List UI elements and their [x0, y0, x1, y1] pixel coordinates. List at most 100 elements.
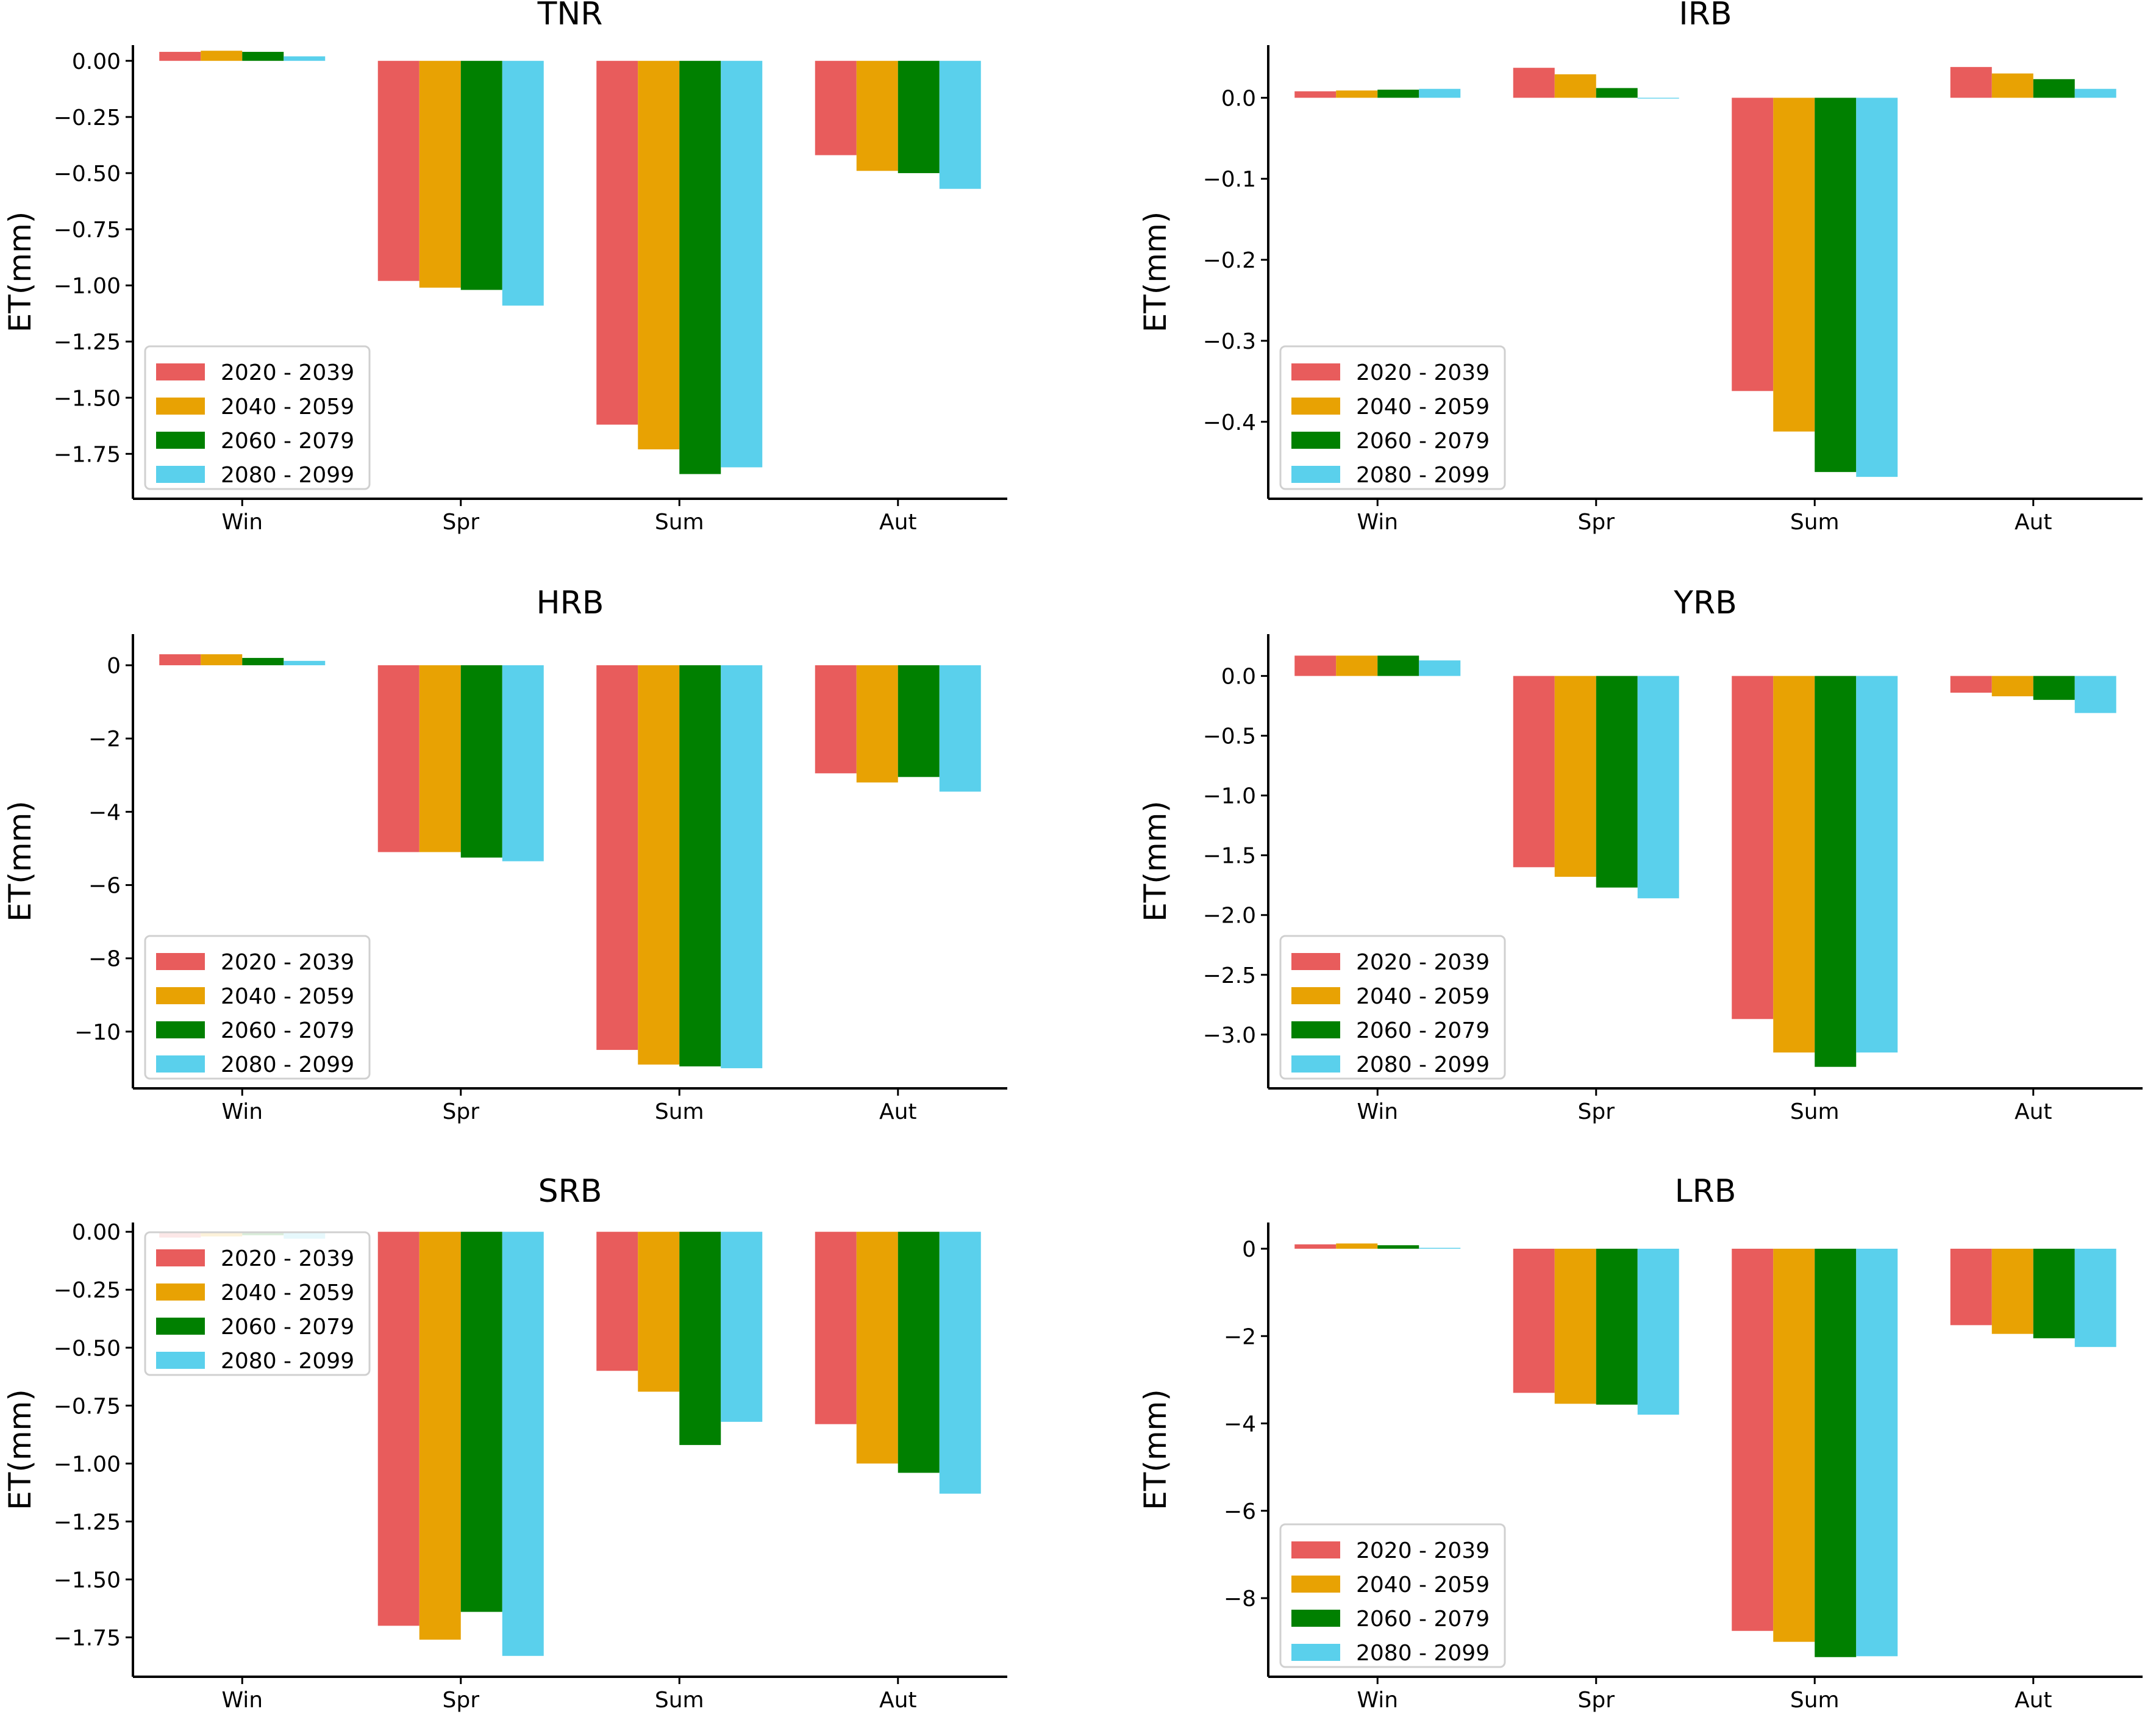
- legend-swatch: [1291, 1644, 1340, 1661]
- legend-entry-label: 2040 - 2059: [221, 984, 354, 1009]
- x-tick-label-aut: Aut: [2015, 1099, 2052, 1124]
- legend: 2020 - 2039 2040 - 2059 2060 - 2079 2080 - …: [144, 345, 371, 490]
- bar-aut-2020-2039: [1950, 1248, 1992, 1326]
- y-tick-label: −0.75: [54, 1394, 121, 1419]
- bar-spr-2060-2079: [1596, 676, 1638, 888]
- bar-win-2020-2039: [159, 52, 201, 61]
- legend: 2020 - 2039 2040 - 2059 2060 - 2079 2080 - …: [144, 935, 371, 1080]
- y-tick-label: −1.5: [1203, 844, 1256, 869]
- bar-win-2060-2079: [1377, 655, 1419, 676]
- panel-srb: SRB ET(mm) 0.00 −0.25 −0.50 −0.75 −1.00 −1.25 −1…: [2, 1173, 1007, 1713]
- x-tick-label-aut: Aut: [879, 510, 917, 535]
- bar-sum-2080-2099: [721, 665, 763, 1068]
- bar-sum-2040-2059: [638, 1232, 680, 1392]
- legend-swatch: [1291, 466, 1340, 483]
- legend-entry-label: 2080 - 2099: [1356, 463, 1490, 488]
- x-tick-label-aut: Aut: [879, 1688, 917, 1713]
- bar-aut-2060-2079: [898, 60, 940, 173]
- bar-win-2020-2039: [1294, 91, 1337, 98]
- legend-swatch: [1291, 1541, 1340, 1558]
- bar-spr-2080-2099: [1637, 676, 1679, 899]
- chart-title: TNR: [537, 0, 603, 32]
- legend-swatch: [1291, 398, 1340, 415]
- legend-swatch: [1291, 363, 1340, 380]
- bar-spr-2060-2079: [1596, 88, 1638, 98]
- legend-box: [144, 345, 371, 490]
- bar-sum-2060-2079: [679, 60, 721, 474]
- bar-aut-2040-2059: [1991, 73, 2033, 98]
- y-tick-label: −0.50: [54, 1336, 121, 1361]
- legend-entry-label: 2020 - 2039: [221, 1246, 354, 1271]
- bar-sum-2080-2099: [721, 60, 763, 468]
- bar-win-2060-2079: [1377, 1245, 1419, 1249]
- y-tick-label: 0: [1242, 1237, 1256, 1262]
- bar-sum-2060-2079: [679, 1232, 721, 1445]
- legend-swatch: [1291, 1021, 1340, 1038]
- bar-spr-2040-2059: [419, 665, 461, 852]
- legend-box: [144, 935, 371, 1080]
- y-tick-label: −1.00: [54, 1452, 121, 1477]
- legend-entry-label: 2060 - 2079: [221, 1315, 354, 1340]
- x-tick-label-win: Win: [1357, 510, 1398, 535]
- y-tick-label: −6: [88, 874, 121, 899]
- legend: 2020 - 2039 2040 - 2059 2060 - 2079 2080 - …: [1279, 345, 1506, 490]
- bar-win-2020-2039: [1294, 1244, 1337, 1249]
- bar-spr-2040-2059: [419, 1232, 461, 1640]
- y-tick-label: −3.0: [1203, 1023, 1256, 1048]
- y-tick-label: −2.5: [1203, 963, 1256, 988]
- bar-win-2060-2079: [1377, 90, 1419, 98]
- y-tick-label: −0.5: [1203, 724, 1256, 749]
- bar-spr-2060-2079: [460, 1232, 502, 1612]
- chart-title: YRB: [1673, 585, 1737, 621]
- legend-swatch: [156, 1283, 205, 1301]
- bar-win-2060-2079: [242, 658, 284, 666]
- y-axis-label: ET(mm): [2, 801, 38, 922]
- y-tick-label: −2: [1224, 1324, 1256, 1349]
- y-axis-label: ET(mm): [2, 212, 38, 333]
- x-tick-label-spr: Spr: [1577, 1099, 1615, 1124]
- y-tick-label: −0.2: [1203, 248, 1256, 273]
- legend-entry-label: 2040 - 2059: [221, 394, 354, 419]
- bar-sum-2020-2039: [596, 1232, 638, 1371]
- bar-aut-2080-2099: [2074, 676, 2116, 713]
- bar-spr-2040-2059: [1554, 1248, 1596, 1404]
- legend-entry-label: 2040 - 2059: [1356, 1572, 1490, 1597]
- bar-aut-2060-2079: [2033, 1248, 2075, 1338]
- bar-sum-2020-2039: [1732, 98, 1774, 391]
- legend-swatch: [156, 1249, 205, 1266]
- y-axis-label: ET(mm): [2, 1389, 38, 1510]
- x-tick-label-aut: Aut: [879, 1099, 917, 1124]
- y-tick-label: −1.50: [54, 1568, 121, 1593]
- y-tick-label: −2.0: [1203, 904, 1256, 929]
- panel-hrb: HRB ET(mm) 0 −2 −4 −6 −8 −10 Win Spr Sum Aut 2020 - …: [2, 585, 1007, 1124]
- bar-spr-2060-2079: [460, 60, 502, 290]
- y-tick-label: −1.00: [54, 274, 121, 299]
- y-axis-label: ET(mm): [1138, 212, 1173, 333]
- legend-swatch: [1291, 987, 1340, 1004]
- bar-spr-2020-2039: [377, 665, 419, 852]
- bar-aut-2040-2059: [856, 665, 898, 783]
- legend-swatch: [1291, 432, 1340, 449]
- panel-irb: IRB ET(mm) 0.0 −0.1 −0.2 −0.3 −0.4 Win Spr Sum Aut…: [1138, 0, 2143, 535]
- legend-entry-label: 2020 - 2039: [1356, 360, 1490, 385]
- bar-aut-2060-2079: [2033, 676, 2075, 700]
- y-tick-label: −1.25: [54, 330, 121, 355]
- x-tick-label-win: Win: [221, 510, 263, 535]
- y-tick-label: −1.75: [54, 1626, 121, 1651]
- x-tick-label-aut: Aut: [2015, 1688, 2052, 1713]
- bar-spr-2020-2039: [1513, 1248, 1555, 1393]
- bar-win-2080-2099: [1419, 1248, 1461, 1249]
- bar-sum-2020-2039: [1732, 1248, 1774, 1631]
- panel-yrb: YRB ET(mm) 0.0 −0.5 −1.0 −1.5 −2.0 −2.5 −3.0 Win S…: [1138, 585, 2143, 1124]
- bar-win-2040-2059: [1336, 655, 1378, 676]
- panel-lrb: LRB ET(mm) 0 −2 −4 −6 −8 Win Spr Sum Aut 2020 - 203…: [1138, 1173, 2143, 1713]
- legend-box: [1279, 935, 1506, 1080]
- legend-entry-label: 2020 - 2039: [221, 950, 354, 975]
- chart-title: IRB: [1679, 0, 1732, 32]
- bar-win-2040-2059: [201, 51, 243, 61]
- bar-win-2040-2059: [201, 654, 243, 666]
- bar-spr-2060-2079: [460, 665, 502, 858]
- y-tick-label: −0.75: [54, 218, 121, 243]
- y-axis-label: ET(mm): [1138, 801, 1173, 922]
